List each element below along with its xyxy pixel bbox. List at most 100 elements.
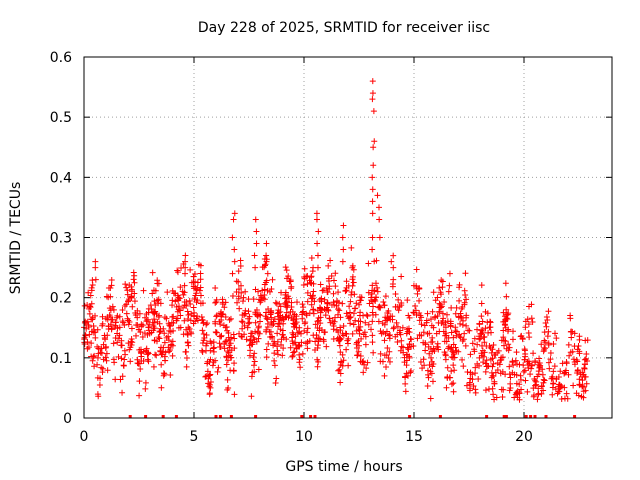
data-point: [301, 265, 308, 272]
data-point: [268, 307, 275, 314]
data-point: [369, 198, 376, 205]
gap-marker: [313, 415, 317, 418]
data-point: [197, 262, 204, 269]
data-point: [502, 280, 509, 287]
data-point: [306, 338, 313, 345]
data-point: [398, 302, 405, 309]
data-point: [398, 337, 405, 344]
data-point: [500, 309, 507, 316]
data-point: [463, 382, 470, 389]
data-point: [377, 350, 384, 357]
data-point: [459, 303, 466, 310]
data-point: [107, 293, 114, 300]
data-point: [516, 381, 523, 388]
gap-marker: [544, 415, 548, 418]
data-point: [119, 306, 126, 313]
data-point: [538, 341, 545, 348]
data-point: [478, 300, 485, 307]
data-point: [224, 386, 231, 393]
data-point: [568, 334, 575, 341]
y-tick-label: 0.5: [50, 110, 72, 126]
data-point: [322, 312, 329, 319]
data-point: [248, 393, 255, 400]
data-point: [404, 326, 411, 333]
data-point: [197, 292, 204, 299]
data-point: [184, 339, 191, 346]
data-point: [251, 358, 258, 365]
data-point: [125, 317, 132, 324]
data-point: [235, 286, 242, 293]
data-point: [540, 376, 547, 383]
data-point: [413, 266, 420, 273]
data-point: [417, 312, 424, 319]
data-point: [549, 391, 556, 398]
data-point: [564, 395, 571, 402]
data-point: [291, 348, 298, 355]
data-point: [446, 282, 453, 289]
data-point: [427, 316, 434, 323]
gap-marker: [533, 415, 537, 418]
data-point: [161, 339, 168, 346]
data-point: [340, 322, 347, 329]
data-point: [336, 335, 343, 342]
data-point: [229, 292, 236, 299]
plot-frame: [83, 56, 613, 419]
data-point: [182, 270, 189, 277]
data-point: [506, 363, 513, 370]
data-point: [479, 318, 486, 325]
data-point: [524, 316, 531, 323]
data-point: [169, 302, 176, 309]
data-point: [236, 305, 243, 312]
data-point: [335, 306, 342, 313]
data-point: [565, 341, 572, 348]
data-point: [267, 334, 274, 341]
x-tick-label: 0: [80, 429, 89, 445]
data-point: [299, 309, 306, 316]
data-point: [510, 362, 517, 369]
data-point: [370, 108, 377, 115]
data-point: [221, 345, 228, 352]
data-point: [142, 385, 149, 392]
data-point: [512, 357, 519, 364]
data-point: [375, 204, 382, 211]
data-point: [447, 322, 454, 329]
data-point: [405, 346, 412, 353]
data-point: [336, 307, 343, 314]
data-point: [395, 307, 402, 314]
data-point: [529, 318, 536, 325]
data-point: [429, 378, 436, 385]
data-point: [86, 310, 93, 317]
data-point: [170, 290, 177, 297]
data-point: [539, 366, 546, 373]
data-point: [92, 264, 99, 271]
data-point: [143, 345, 150, 352]
data-point: [243, 336, 250, 343]
data-point: [423, 317, 430, 324]
data-point: [231, 360, 238, 367]
data-point: [497, 357, 504, 364]
data-point: [401, 354, 408, 361]
data-point: [235, 268, 242, 275]
data-point: [402, 373, 409, 380]
data-point: [426, 350, 433, 357]
data-point: [257, 299, 264, 306]
data-point: [296, 328, 303, 335]
data-point: [136, 346, 143, 353]
data-point: [532, 377, 539, 384]
data-point: [374, 288, 381, 295]
data-point: [482, 325, 489, 332]
data-point: [553, 335, 560, 342]
data-point: [221, 304, 228, 311]
data-point: [290, 349, 297, 356]
data-point: [278, 289, 285, 296]
data-point: [289, 340, 296, 347]
data-point: [230, 368, 237, 375]
data-point: [135, 360, 142, 367]
data-point: [263, 240, 270, 247]
data-point: [176, 307, 183, 314]
data-point: [228, 347, 235, 354]
data-point: [272, 380, 279, 387]
data-point: [346, 303, 353, 310]
data-point: [223, 361, 230, 368]
data-point: [340, 246, 347, 253]
